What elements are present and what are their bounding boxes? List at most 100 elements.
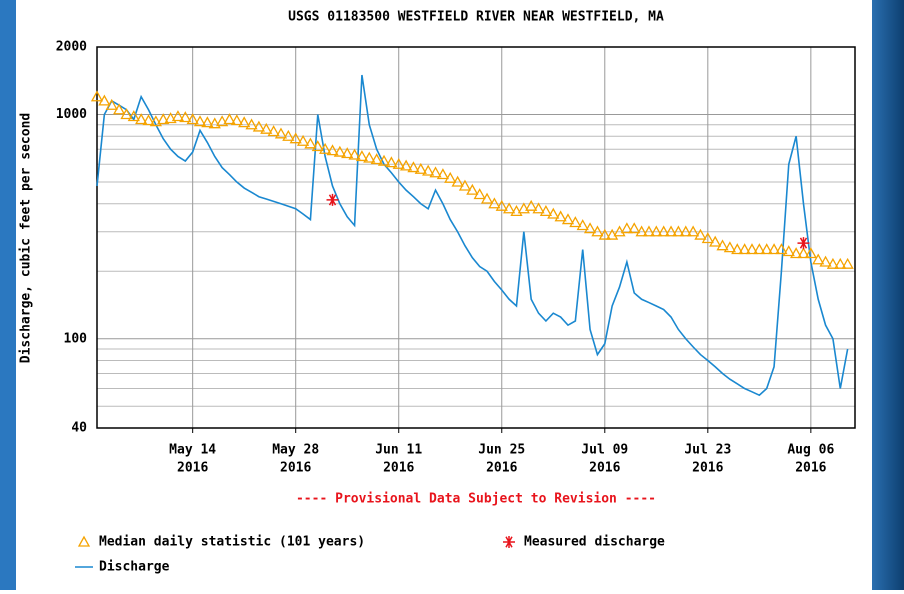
x-tick-label: 2016 [589, 461, 620, 476]
x-tick-label: 2016 [280, 461, 311, 476]
median-marker [701, 232, 714, 244]
median-marker [834, 257, 847, 269]
median-marker [797, 247, 810, 259]
median-marker [561, 213, 575, 225]
median-marker [532, 202, 545, 214]
median-marker [238, 116, 251, 128]
median-marker [319, 142, 332, 154]
median-marker [223, 113, 236, 125]
median-marker [260, 122, 273, 134]
left-frame [0, 0, 16, 590]
x-tick-label: 2016 [795, 461, 826, 476]
median-marker [517, 202, 530, 214]
median-marker [583, 222, 597, 234]
median-marker [429, 166, 442, 178]
median-marker [628, 222, 641, 234]
legend-label: Median daily statistic (101 years) [99, 535, 365, 550]
median-marker [216, 115, 229, 127]
x-tick-label: Aug 06 [787, 443, 834, 458]
median-marker [569, 216, 582, 228]
x-tick-label: Jun 25 [478, 443, 525, 458]
median-marker [289, 132, 302, 144]
legend-star [503, 536, 515, 548]
legend-label: Measured discharge [524, 535, 665, 550]
median-marker [90, 90, 104, 102]
y-tick-label: 100 [64, 331, 88, 346]
median-marker [716, 239, 729, 251]
x-tick-label: 2016 [383, 461, 414, 476]
median-marker [731, 243, 744, 255]
right-frame [872, 0, 904, 590]
median-marker [267, 125, 280, 137]
median-marker [679, 225, 692, 237]
median-marker [790, 247, 803, 259]
chart-title: USGS 01183500 WESTFIELD RIVER NEAR WESTF… [288, 10, 664, 25]
median-marker [664, 225, 678, 237]
median-marker [282, 129, 295, 141]
median-marker [547, 207, 560, 219]
x-tick-label: Jul 23 [684, 443, 731, 458]
y-axis-label: Discharge, cubic feet per second [19, 113, 34, 363]
median-marker [723, 241, 736, 253]
median-marker [686, 225, 700, 237]
x-tick-label: Jun 11 [375, 443, 422, 458]
median-marker [782, 245, 795, 257]
median-marker [414, 162, 427, 174]
median-marker [208, 117, 221, 129]
median-marker [672, 225, 685, 237]
legend-triangle [77, 535, 91, 547]
x-tick-label: May 14 [169, 443, 216, 458]
median-marker [120, 108, 133, 120]
median-marker [179, 111, 192, 123]
median-marker [709, 235, 722, 247]
median-marker [642, 225, 656, 237]
y-tick-label: 2000 [56, 40, 87, 55]
median-marker [458, 179, 472, 191]
x-tick-label: 2016 [486, 461, 517, 476]
median-marker [370, 153, 383, 165]
x-tick-label: 2016 [177, 461, 208, 476]
measured-marker [797, 237, 810, 250]
median-marker [311, 140, 324, 152]
median-marker [304, 137, 317, 149]
median-marker [745, 243, 759, 255]
median-marker [694, 228, 707, 240]
measured-marker [326, 193, 339, 206]
median-marker [480, 192, 494, 204]
median-marker [657, 225, 670, 237]
median-marker [157, 113, 170, 125]
legend-label: Discharge [99, 560, 170, 575]
discharge-line [96, 74, 849, 397]
median-marker [135, 113, 148, 125]
x-tick-label: Jul 09 [581, 443, 628, 458]
median-marker [635, 225, 648, 237]
x-tick-label: May 28 [272, 443, 319, 458]
median-marker [230, 114, 243, 126]
median-marker [377, 154, 391, 166]
median-marker [422, 164, 435, 176]
median-marker [348, 148, 361, 160]
median-marker [127, 110, 140, 122]
median-marker [554, 210, 567, 222]
median-marker [598, 228, 611, 240]
median-marker [355, 150, 369, 162]
median-marker [473, 188, 486, 200]
median-marker [326, 144, 339, 156]
plot-frame [96, 46, 856, 429]
median-marker [826, 257, 840, 269]
median-marker [385, 156, 398, 168]
median-marker [341, 147, 354, 159]
y-tick-label: 1000 [56, 107, 87, 122]
median-marker [819, 255, 832, 267]
median-marker [171, 110, 185, 122]
median-marker [333, 145, 346, 157]
median-marker [760, 243, 773, 255]
median-marker [451, 175, 464, 187]
median-marker [525, 199, 538, 211]
median-marker [245, 118, 258, 130]
median-marker [650, 225, 663, 237]
subtitle: ---- Provisional Data Subject to Revisio… [296, 492, 656, 507]
median-marker [488, 197, 501, 209]
median-marker [201, 116, 214, 128]
